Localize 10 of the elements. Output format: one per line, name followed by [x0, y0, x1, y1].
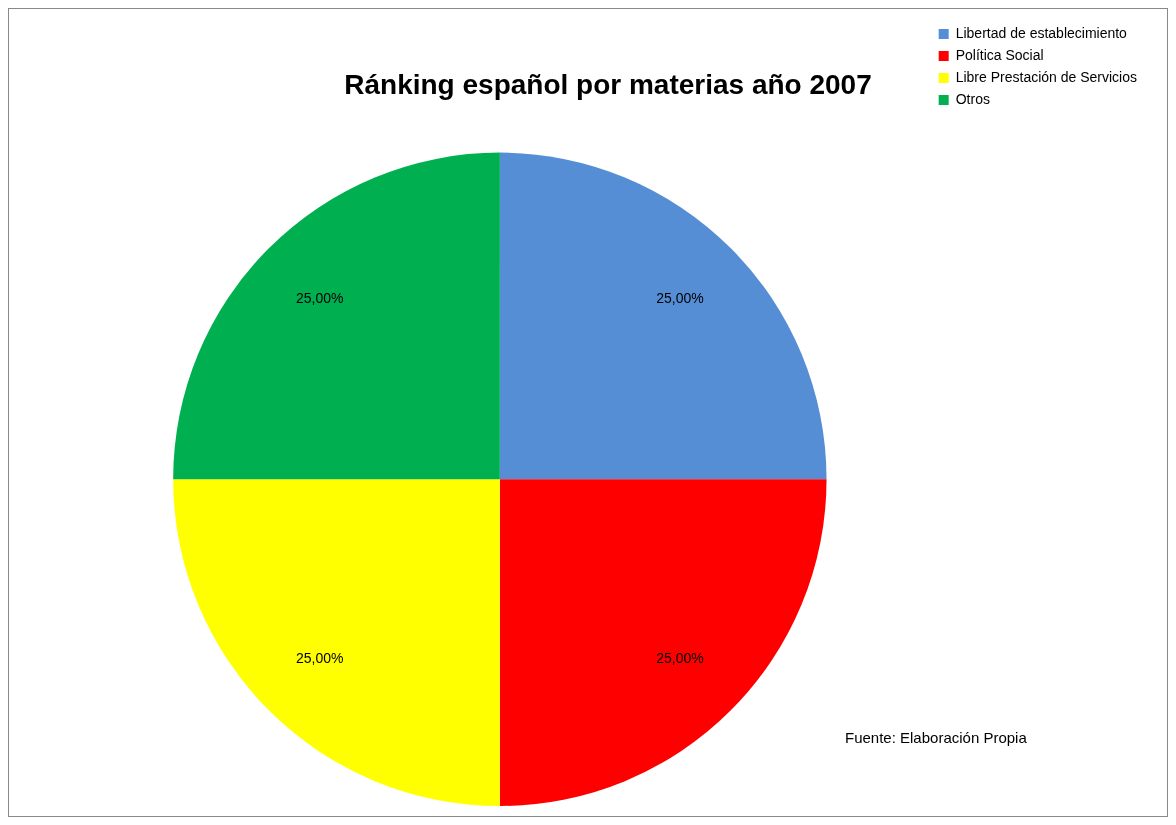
- data-label: 25,00%: [656, 289, 704, 306]
- legend-label: Libertad de establecimiento: [955, 24, 1128, 41]
- source-note: Fuente: Elaboración Propia: [845, 729, 1027, 746]
- legend-label: Otros: [955, 90, 990, 107]
- data-label: 25,00%: [295, 650, 344, 667]
- data-label: 25,00%: [295, 289, 344, 306]
- legend-label: Política Social: [955, 46, 1044, 63]
- text: Ránking español por materias año 2007: [344, 68, 872, 100]
- data-label: 25,00%: [656, 650, 704, 667]
- legend-label: Libre Prestación de Servicios: [955, 68, 1137, 85]
